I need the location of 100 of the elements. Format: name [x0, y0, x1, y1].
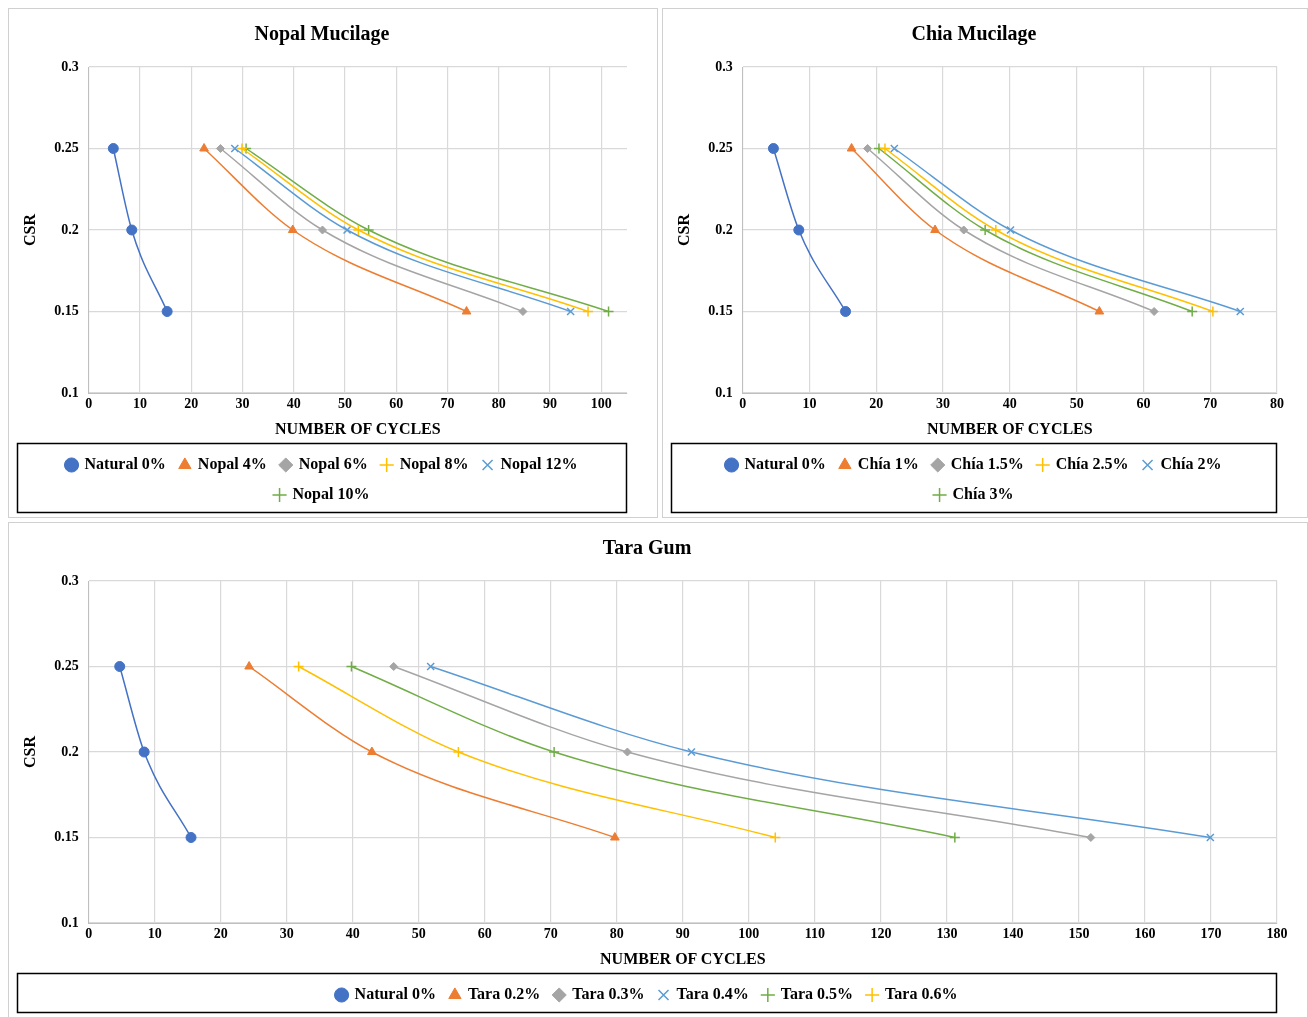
x-tick-label: 60 [389, 396, 404, 412]
y-tick-label: 0.3 [61, 58, 79, 74]
y-tick-label: 0.1 [61, 914, 79, 930]
point [769, 831, 782, 844]
x-tick-label: 20 [869, 396, 884, 412]
point [236, 142, 248, 155]
chart-title: Tara Gum [602, 536, 692, 559]
legend-label: Chía 3% [952, 485, 1014, 503]
x-tick-label: 30 [235, 396, 250, 412]
y-tick-label: 0.15 [54, 303, 79, 319]
legend-label: Nopal 12% [500, 455, 578, 474]
legend-label: Nopal 4% [197, 455, 267, 474]
y-tick-label: 0.15 [708, 303, 733, 319]
x-tick-label: 100 [590, 396, 612, 412]
x-tick-label: 50 [411, 926, 426, 942]
legend-label: Nopal 6% [298, 455, 368, 474]
point [107, 143, 119, 154]
y-tick-label: 0.3 [715, 58, 733, 74]
legend-label: Tara 0.6% [885, 985, 958, 1003]
point [1207, 305, 1219, 318]
y-axis-title: CSR [20, 735, 38, 769]
x-tick-label: 160 [1134, 926, 1156, 942]
point [426, 662, 435, 671]
point [879, 142, 891, 155]
x-tick-label: 20 [184, 396, 199, 412]
point [230, 144, 240, 153]
x-axis-title: NUMBER OF CYCLES [275, 419, 441, 437]
x-tick-label: 30 [936, 396, 951, 412]
x-tick-label: 50 [338, 396, 353, 412]
point [990, 224, 1002, 236]
legend-label: Nopal 10% [292, 485, 370, 504]
legend-label: Natural 0% [354, 985, 436, 1003]
chart-title: Chia Mucilage [911, 22, 1037, 46]
point [292, 660, 305, 673]
x-tick-label: 0 [85, 396, 93, 412]
y-tick-label: 0.25 [708, 140, 733, 156]
x-tick-label: 40 [286, 396, 301, 412]
x-tick-label: 0 [739, 396, 747, 412]
legend-label: Nopal 8% [399, 455, 469, 474]
point [1235, 307, 1245, 316]
x-tick-label: 170 [1200, 926, 1222, 942]
point [767, 143, 779, 154]
x-tick-label: 80 [609, 926, 624, 942]
point [979, 224, 991, 236]
point [959, 225, 969, 235]
legend-label: Tara 0.4% [676, 985, 749, 1003]
point [610, 832, 620, 841]
x-tick-label: 50 [1069, 396, 1084, 412]
y-axis-title: CSR [674, 213, 692, 247]
y-tick-label: 0.2 [715, 221, 733, 237]
y-tick-label: 0.2 [61, 743, 79, 759]
y-tick-label: 0.25 [54, 140, 79, 156]
point [452, 746, 465, 758]
legend-label: Tara 0.3% [572, 985, 645, 1003]
point [1149, 307, 1159, 316]
x-tick-label: 60 [477, 926, 492, 942]
legend-label: Tara 0.2% [467, 985, 541, 1003]
y-tick-label: 0.3 [61, 572, 79, 588]
point [317, 225, 327, 235]
x-tick-label: 90 [543, 396, 558, 412]
y-tick-label: 0.2 [61, 221, 79, 237]
legend-label: Tara 0.5% [780, 985, 854, 1003]
point [622, 747, 632, 757]
point [1086, 833, 1096, 842]
point [1094, 306, 1105, 315]
x-tick-label: 40 [345, 926, 360, 942]
x-tick-label: 70 [440, 396, 455, 412]
y-tick-label: 0.1 [715, 384, 733, 400]
x-axis-title: NUMBER OF CYCLES [927, 419, 1093, 437]
x-tick-label: 130 [936, 926, 958, 942]
y-axis-title: CSR [20, 213, 38, 247]
point [1206, 833, 1215, 842]
point [345, 660, 358, 673]
y-tick-label: 0.25 [54, 658, 79, 674]
point [199, 143, 209, 152]
point [566, 307, 575, 316]
x-tick-label: 30 [279, 926, 294, 942]
point [890, 144, 899, 153]
x-tick-label: 80 [491, 396, 506, 412]
point [687, 747, 696, 757]
legend-label: Natural 0% [84, 455, 166, 473]
y-tick-label: 0.1 [61, 384, 79, 400]
point [185, 832, 197, 843]
point [582, 305, 594, 318]
point [215, 144, 225, 153]
point [846, 143, 857, 152]
point [367, 746, 377, 755]
point [1186, 305, 1198, 318]
x-tick-label: 10 [132, 396, 147, 412]
x-tick-label: 20 [213, 926, 228, 942]
x-tick-label: 0 [85, 926, 93, 942]
legend-label: Natural 0% [744, 455, 826, 473]
x-tick-label: 10 [802, 396, 817, 412]
point [1006, 225, 1015, 235]
point [114, 661, 126, 672]
x-tick-label: 110 [804, 926, 825, 942]
point [161, 306, 173, 317]
x-tick-label: 70 [543, 926, 558, 942]
x-axis-title: NUMBER OF CYCLES [600, 949, 766, 967]
point [949, 831, 961, 844]
